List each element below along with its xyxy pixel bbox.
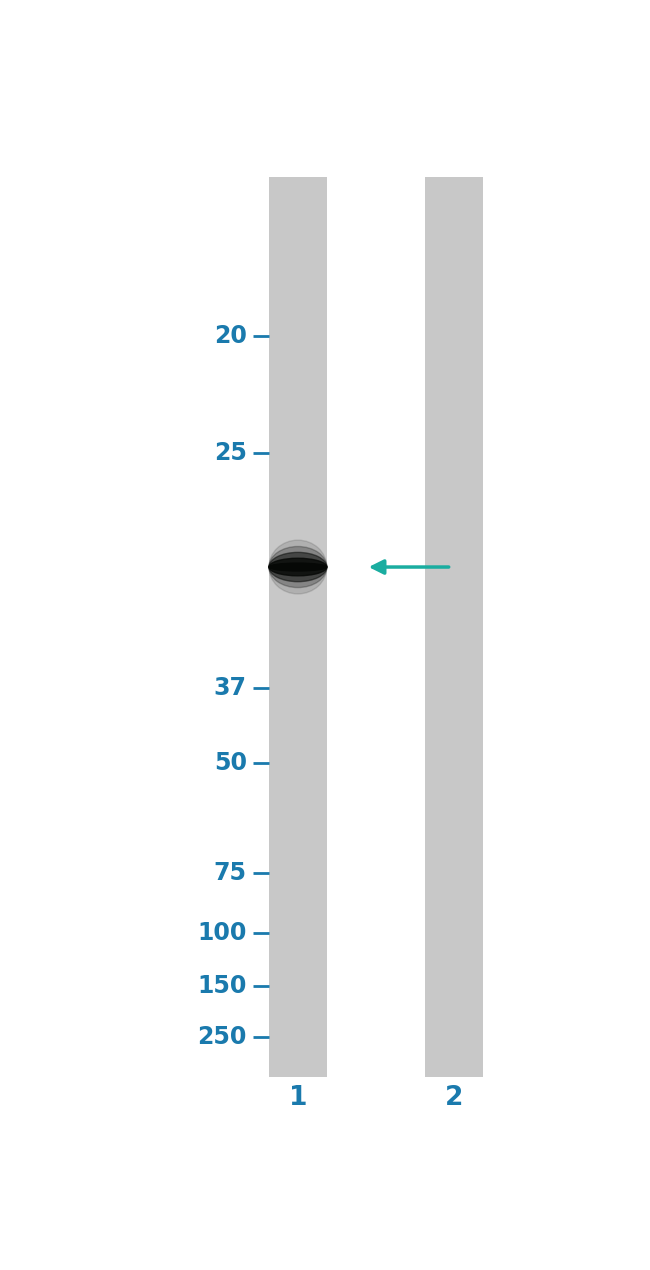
Text: 150: 150	[198, 974, 247, 997]
Text: 20: 20	[214, 324, 247, 348]
Ellipse shape	[269, 540, 327, 594]
Ellipse shape	[269, 552, 327, 582]
Text: 37: 37	[214, 677, 247, 700]
Text: 50: 50	[214, 751, 247, 775]
Bar	[425, 177, 483, 1077]
Ellipse shape	[269, 546, 327, 588]
Text: 2: 2	[445, 1085, 463, 1111]
Bar	[269, 177, 327, 1077]
Ellipse shape	[269, 563, 327, 572]
Text: 250: 250	[198, 1025, 247, 1049]
Text: 1: 1	[289, 1085, 307, 1111]
Text: 25: 25	[214, 441, 247, 465]
Text: 75: 75	[214, 861, 247, 885]
Text: 100: 100	[198, 921, 247, 945]
Ellipse shape	[269, 559, 327, 575]
